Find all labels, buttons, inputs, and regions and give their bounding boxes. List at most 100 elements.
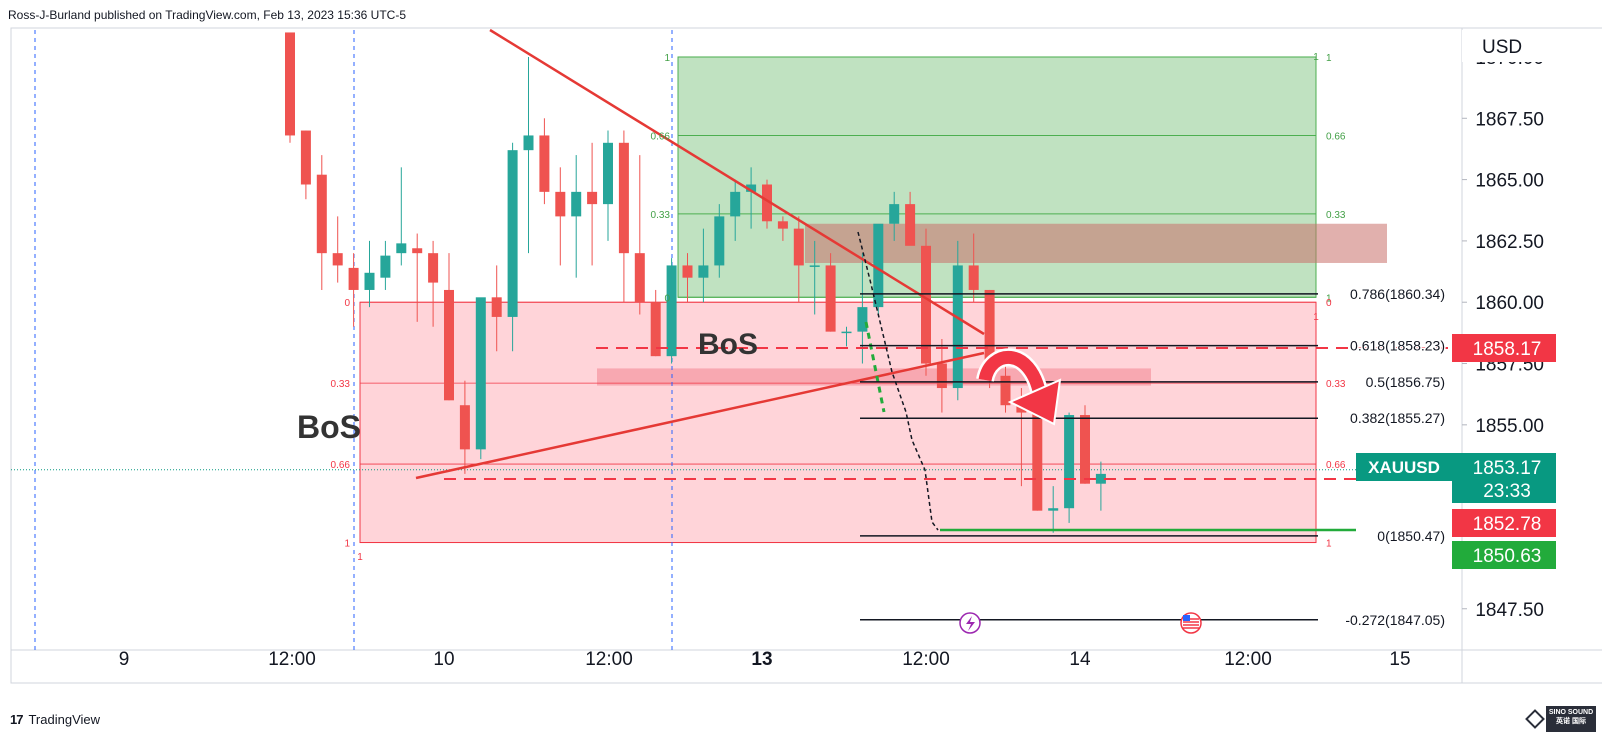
fib-zone-lower[interactable] [359,301,1317,544]
fib-upper-right-label: 1 [1326,293,1332,304]
candle-body[interactable] [698,265,709,278]
fib-upper-left-label: 0 [664,293,670,304]
candle-body[interactable] [459,405,470,450]
candle-body[interactable] [936,363,947,389]
time-tick-label: 12:00 [268,649,316,670]
candle-body[interactable] [475,297,486,450]
time-tick-label: 15 [1389,649,1410,670]
tradingview-brand[interactable]: TradingView [28,711,101,727]
time-tick-label: 10 [433,649,454,670]
fib-lower-right-label: 1 [1326,539,1332,550]
candle-body[interactable] [762,184,772,222]
candle-body[interactable] [285,32,295,136]
projection-path[interactable] [857,231,939,531]
fib-retracement-label: 0.786(1860.34) [1350,286,1445,302]
candle-body[interactable] [571,191,582,217]
fib-upper-right-label: 0.33 [1326,210,1346,221]
candle-body[interactable] [746,184,757,192]
candle-body[interactable] [889,204,900,224]
candle-body[interactable] [714,216,725,266]
candle-body[interactable] [1080,415,1090,484]
candle-body[interactable] [1016,405,1027,413]
price-tag-1850.63[interactable] [1452,541,1556,569]
ascending-trendline[interactable] [415,351,985,480]
candle-body[interactable] [364,272,375,290]
publisher-line: Ross-J-Burland published on TradingView.… [8,8,406,22]
candle-body[interactable] [1048,508,1059,511]
candle-body[interactable] [793,228,804,266]
fib-upper-right-label: 0.66 [1326,131,1346,142]
candle-body[interactable] [968,265,979,290]
candle-body[interactable] [507,150,518,317]
candle-body[interactable] [873,223,884,308]
candle-body[interactable] [587,191,598,205]
candle-body[interactable] [300,130,311,185]
price-tick-label: 1867.50 [1475,109,1544,130]
candle-body[interactable] [491,297,502,317]
candle-body[interactable] [984,289,995,376]
candle-body[interactable] [1032,412,1043,511]
symbol-tag[interactable] [1356,453,1452,481]
time-tick-label: 13 [751,649,772,670]
descending-trendline[interactable] [489,28,985,336]
watermark-diamond-icon [1525,709,1545,729]
candle-body[interactable] [603,142,613,205]
flag-canton [1183,615,1190,621]
fib-upper-left-label: 0.66 [651,131,671,142]
fib-retracement-label: -0.272(1847.05) [1345,612,1445,628]
supply-zone[interactable] [805,223,1387,263]
candle-body[interactable] [825,265,836,332]
candle-body[interactable] [921,245,931,364]
green-projection [864,321,886,413]
candle-body[interactable] [1064,415,1075,509]
fib-lower-left-label: 0.66 [331,460,351,471]
price-tag-1858.17[interactable] [1452,334,1556,362]
candle-body[interactable] [905,204,916,246]
tradingview-logo-icon[interactable]: 17 [10,711,24,727]
candle-body[interactable] [523,135,534,151]
watermark-logo-icon: SINO SOUND 英诺 国际 [1546,706,1596,732]
candle-body[interactable] [634,253,645,303]
candle-body[interactable] [332,253,343,266]
fib-retracement-label: 0.382(1855.27) [1350,410,1445,426]
candle-body[interactable] [857,307,868,332]
candle-body[interactable] [682,265,693,278]
fib-upper-left-label: 1 [664,53,670,64]
candle-body[interactable] [841,331,852,334]
candle-body[interactable] [618,142,629,254]
fib-retracement-label: 0(1850.47) [1377,528,1445,544]
candle-body[interactable] [428,253,439,283]
candle-body[interactable] [650,302,661,357]
fib-retracement-label: 0.618(1858.23) [1350,338,1445,354]
candle-body[interactable] [348,267,359,290]
candle-body[interactable] [396,243,407,254]
candle-body[interactable] [809,265,820,267]
price-tag-1852.78[interactable] [1452,509,1556,537]
candle-countdown: 23:33 [1483,481,1531,502]
price-tick-label: 1855.00 [1475,416,1544,437]
symbol-label: XAUUSD [1368,458,1440,477]
candle-body[interactable] [444,289,454,401]
candle-body[interactable] [412,248,423,254]
candle-body[interactable] [539,135,550,192]
fib-retracement-label: 0.5(1856.75) [1366,374,1445,390]
price-tag-label: 1850.63 [1473,546,1542,567]
candle-body[interactable] [730,191,741,217]
currency-chip [1462,30,1602,62]
price-tick-label: 1862.50 [1475,232,1544,253]
fib-lower-left-label: 0 [344,298,350,309]
fib-lower-right-label: 0.33 [1326,379,1346,390]
candle-body[interactable] [380,255,391,278]
candle-body[interactable] [555,191,566,217]
candle-body[interactable] [666,265,677,357]
candle-body[interactable] [316,174,327,254]
candle-body[interactable] [1000,375,1011,406]
price-tick-label: 1860.00 [1475,293,1544,314]
candle-body[interactable] [1095,473,1106,484]
current-price-tag[interactable] [1452,453,1556,503]
candle-body[interactable] [777,221,788,229]
price-tag-label: 1852.78 [1473,514,1542,535]
fib-lower-left-label: 1 [344,539,350,550]
candle-body[interactable] [952,265,963,389]
